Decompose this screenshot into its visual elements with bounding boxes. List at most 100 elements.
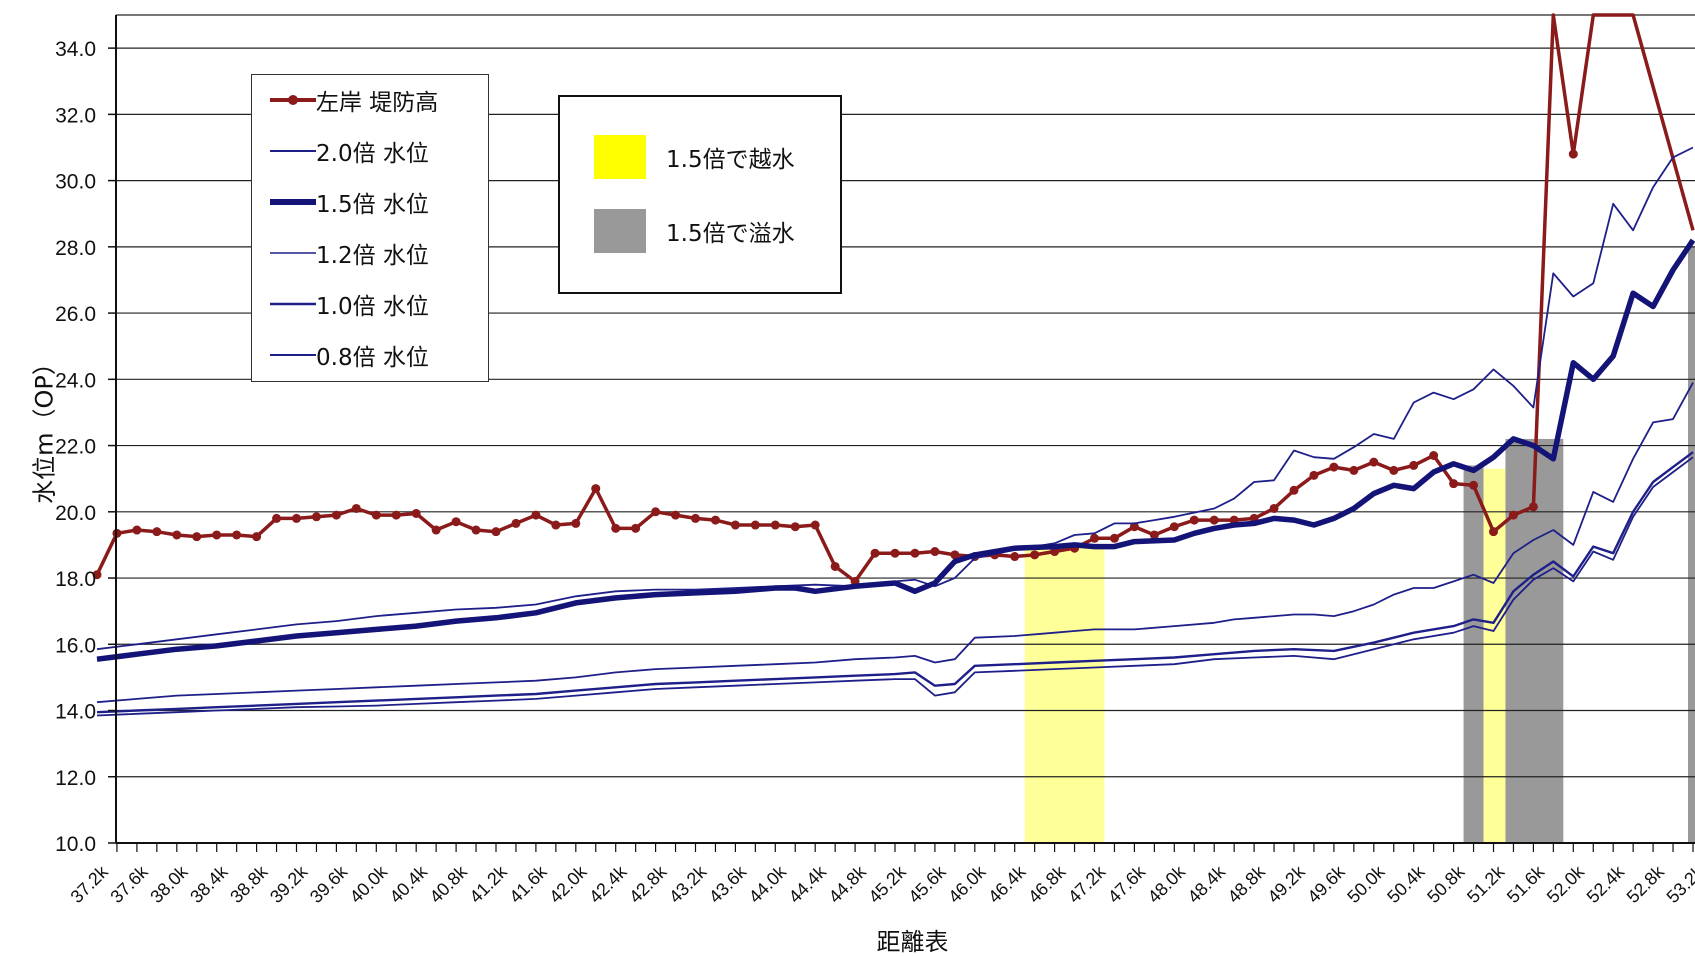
overflow-band (1024, 544, 1105, 843)
levee-marker (930, 547, 940, 557)
levee-marker (351, 503, 361, 513)
levee-marker (1429, 450, 1439, 460)
levee-marker (431, 525, 441, 535)
levee-marker (870, 548, 880, 558)
x-tick-label: 39.2k (266, 861, 312, 907)
levee-marker (152, 527, 162, 537)
levee-marker (950, 550, 960, 560)
levee-marker (1030, 550, 1040, 560)
levee-marker (1528, 502, 1538, 512)
levee-marker (1309, 470, 1319, 480)
levee-marker (1469, 480, 1479, 490)
legend-label: 1.0倍 水位 (316, 294, 429, 320)
levee-marker (770, 520, 780, 530)
levee-marker (1189, 515, 1199, 525)
levee-marker (1389, 465, 1399, 475)
levee-marker (391, 510, 401, 520)
levee-marker (531, 510, 541, 520)
levee-marker (311, 512, 321, 522)
levee-marker (571, 518, 581, 528)
legend-swatch (270, 95, 316, 105)
overflow-band (1463, 465, 1484, 843)
y-axis-title: 水位m（OP） (30, 351, 59, 504)
y-tick-label: 20.0 (55, 502, 96, 525)
x-tick-label: 45.6k (904, 861, 950, 907)
x-axis-title: 距離表 (876, 928, 949, 956)
x-tick-label: 45.2k (865, 861, 911, 907)
levee-marker (1010, 552, 1020, 562)
levee-marker (551, 520, 561, 530)
band-legend: 1.5倍で越水 1.5倍で溢水 (558, 95, 842, 294)
levee-marker (910, 548, 920, 558)
x-tick-label: 44.8k (825, 861, 871, 907)
y-tick-label: 12.0 (55, 767, 96, 790)
x-tick-label: 44.0k (745, 861, 791, 907)
levee-marker (790, 522, 800, 532)
levee-marker (172, 530, 182, 540)
legend-item: 2.0倍 水位 (252, 136, 429, 167)
levee-marker (1409, 460, 1419, 470)
legend-swatch (270, 150, 316, 152)
y-tick-label: 10.0 (55, 833, 96, 856)
x-tick-label: 46.4k (984, 861, 1030, 907)
x-tick-label: 51.6k (1503, 861, 1549, 907)
legend-swatch (270, 354, 316, 356)
y-tick-label: 18.0 (55, 568, 96, 591)
x-tick-label: 48.0k (1144, 861, 1190, 907)
levee-marker (631, 523, 641, 533)
levee-marker (451, 517, 461, 527)
x-tick-label: 49.2k (1264, 861, 1310, 907)
legend-swatch (270, 252, 316, 254)
x-tick-label: 50.4k (1383, 861, 1429, 907)
water-level-line (96, 238, 1695, 662)
levee-marker (611, 523, 621, 533)
levee-marker (292, 513, 301, 523)
x-tick-label: 40.8k (426, 861, 472, 907)
levee-marker (1090, 533, 1099, 543)
levee-marker (471, 525, 481, 535)
y-tick-label: 24.0 (55, 369, 96, 392)
x-tick-label: 40.4k (386, 861, 432, 907)
levee-marker (1269, 503, 1279, 513)
levee-marker (491, 527, 501, 537)
levee-marker (671, 510, 681, 520)
x-tick-label: 37.6k (106, 861, 152, 907)
levee-marker (730, 520, 740, 530)
band-legend-item: 1.5倍で越水 (594, 133, 795, 181)
levee-marker (830, 561, 840, 571)
x-tick-label: 44.4k (785, 861, 831, 907)
y-tick-label: 16.0 (55, 634, 96, 657)
x-tick-label: 48.4k (1184, 861, 1230, 907)
x-tick-label: 53.2k (1663, 861, 1695, 907)
levee-marker (1109, 533, 1119, 543)
levee-marker (511, 518, 521, 528)
levee-marker (710, 515, 720, 525)
x-tick-label: 39.6k (306, 861, 352, 907)
water-level-line (96, 456, 1694, 717)
legend-swatch (270, 199, 316, 205)
levee-marker (1289, 485, 1299, 495)
x-tick-label: 42.4k (585, 861, 631, 907)
x-tick-label: 43.2k (665, 861, 711, 907)
band-legend-label: 1.5倍で越水 (666, 147, 795, 173)
y-tick-label: 34.0 (55, 38, 96, 61)
x-tick-label: 50.0k (1343, 861, 1389, 907)
levee-marker (232, 530, 242, 540)
overflow-band (1688, 246, 1695, 844)
overflow-bands (1024, 246, 1695, 844)
legend-item: 1.2倍 水位 (252, 238, 429, 269)
levee-marker (411, 508, 421, 518)
levee-marker (1369, 457, 1379, 467)
legend-swatch-marker (288, 95, 298, 105)
y-tick-label: 22.0 (55, 436, 96, 459)
x-tick-label: 41.6k (505, 861, 551, 907)
levee-marker (1149, 530, 1159, 540)
legend-label: 0.8倍 水位 (316, 345, 429, 371)
water-level-line (96, 382, 1694, 704)
x-tick-label: 37.2k (67, 861, 113, 907)
levee-marker (1449, 479, 1459, 489)
levee-marker (371, 510, 381, 520)
x-tick-label: 46.0k (944, 861, 990, 907)
legend-item: 1.0倍 水位 (252, 289, 429, 320)
x-tick-label: 51.2k (1463, 861, 1509, 907)
